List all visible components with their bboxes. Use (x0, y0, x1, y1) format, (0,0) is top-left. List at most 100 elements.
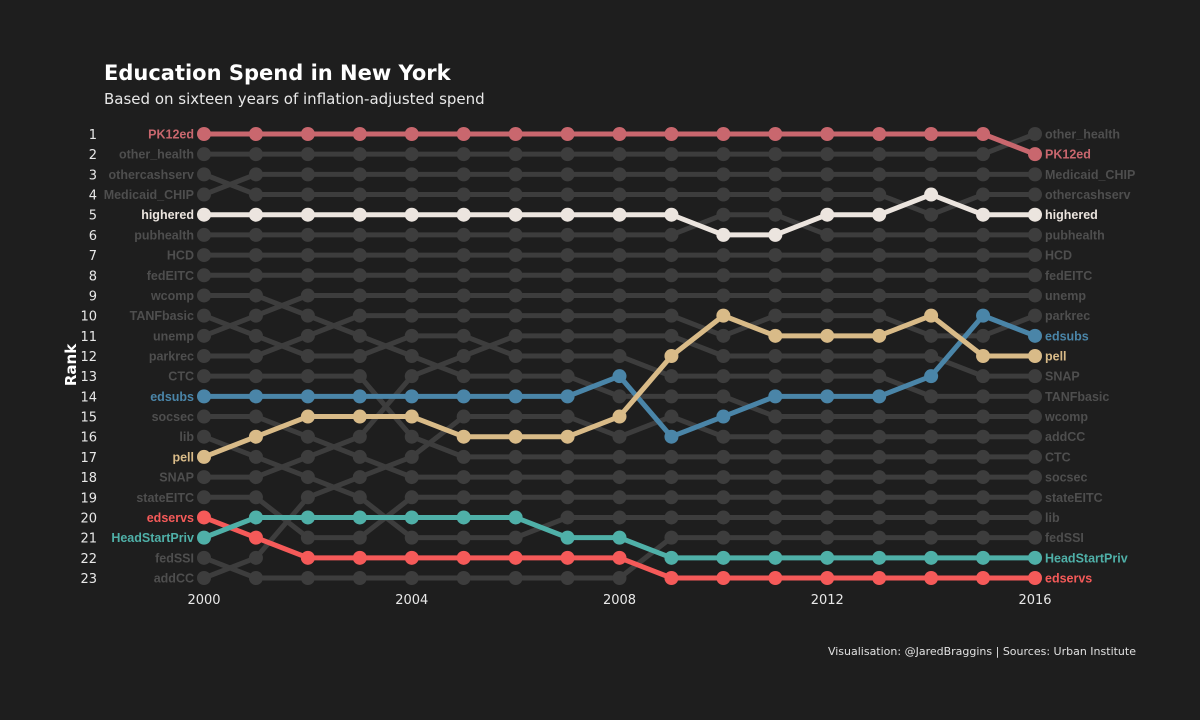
background-point-wcomp (456, 369, 471, 384)
background-point-othercashserv (300, 187, 315, 202)
background-point-ctc (924, 449, 939, 464)
background-point-fedeitc (508, 268, 523, 283)
background-point-fedeitc (352, 268, 367, 283)
background-point-othercashserv (1028, 187, 1042, 202)
start-label-other-health: other_health (119, 148, 194, 162)
series-point-headstartpriv (664, 550, 679, 565)
background-point-fedssi (197, 550, 211, 565)
background-point-unemp (1028, 288, 1042, 303)
background-point-wcomp (300, 308, 315, 323)
start-label-medicaid-chip: Medicaid_CHIP (104, 188, 194, 202)
series-point-headstartpriv (300, 510, 315, 525)
background-point-medicaid-chip (404, 167, 419, 182)
start-label-edservs: edservs (147, 511, 194, 525)
series-point-pk12ed (352, 127, 367, 141)
series-point-headstartpriv (1028, 550, 1042, 565)
end-label-highered: highered (1045, 208, 1098, 222)
background-point-lib (560, 510, 575, 525)
background-point-stateeitc (404, 490, 419, 505)
background-point-hcd (820, 248, 835, 263)
background-point-stateeitc (352, 530, 367, 545)
series-point-edservs (248, 530, 263, 545)
background-point-socsec (664, 470, 679, 485)
background-point-addcc (820, 429, 835, 444)
background-point-parkrec (456, 308, 471, 323)
background-point-stateeitc (768, 490, 783, 505)
background-point-othercashserv (820, 187, 835, 202)
background-point-wcomp (352, 328, 367, 343)
series-point-highered (716, 227, 731, 242)
background-point-othercashserv (716, 187, 731, 202)
series-point-pk12ed (508, 127, 523, 141)
background-point-medicaid-chip (300, 167, 315, 182)
background-point-unemp (197, 328, 211, 343)
background-point-fedeitc (664, 268, 679, 283)
start-labels: PK12ed other_health othercashserv Medicaid_… (104, 128, 195, 586)
series-point-pell (716, 308, 731, 323)
rank-tick-4: 4 (89, 189, 97, 204)
series-point-edservs (820, 571, 835, 585)
series-point-edservs (300, 550, 315, 565)
background-point-parkrec (872, 308, 887, 323)
start-label-addcc: addCC (154, 572, 194, 586)
background-point-fedssi (456, 571, 471, 585)
background-point-ctc (300, 369, 315, 384)
background-point-snap (404, 369, 419, 384)
series-point-edsubs (352, 389, 367, 404)
background-point-fedeitc (716, 268, 731, 283)
series-point-pk12ed (768, 127, 783, 141)
background-series (197, 127, 1042, 585)
series-point-pk12ed (924, 127, 939, 141)
background-point-wcomp (197, 288, 211, 303)
end-labels: other_health PK12ed Medicaid_CHIP othercash… (1044, 128, 1135, 586)
background-point-addcc (508, 409, 523, 424)
background-point-tanfbasic (404, 328, 419, 343)
background-point-fedeitc (404, 268, 419, 283)
background-point-tanfbasic (560, 349, 575, 363)
background-point-parkrec (300, 328, 315, 343)
background-point-unemp (352, 288, 367, 303)
chart-caption: Visualisation: @JaredBraggins | Sources:… (828, 645, 1136, 658)
background-point-lib (508, 530, 523, 545)
background-point-hcd (197, 248, 211, 263)
background-point-wcomp (820, 409, 835, 424)
background-point-pubhealth (404, 227, 419, 242)
background-point-lib (300, 470, 315, 485)
background-point-snap (560, 328, 575, 343)
background-point-stateeitc (924, 490, 939, 505)
background-point-addcc (404, 449, 419, 464)
series-point-pell (352, 409, 367, 424)
rank-tick-2: 2 (89, 148, 97, 163)
year-tick-2004: 2004 (395, 593, 428, 608)
background-point-lib (716, 510, 731, 525)
background-point-stateeitc (508, 490, 523, 505)
series-point-pk12ed (872, 127, 887, 141)
background-point-fedssi (768, 530, 783, 545)
background-point-hcd (612, 248, 627, 263)
series-point-edservs (664, 571, 679, 585)
series-point-edsubs (976, 308, 991, 323)
background-point-medicaid-chip (612, 167, 627, 182)
background-point-tanfbasic (716, 369, 731, 384)
background-point-pubhealth (768, 207, 783, 222)
background-point-tanfbasic (352, 349, 367, 363)
background-point-ctc (768, 449, 783, 464)
background-point-medicaid-chip (664, 167, 679, 182)
background-point-lib (248, 449, 263, 464)
background-point-snap (716, 349, 731, 363)
end-label-medicaid-chip: Medicaid_CHIP (1045, 168, 1135, 182)
background-point-pubhealth (560, 227, 575, 242)
background-point-stateeitc (560, 490, 575, 505)
series-point-edsubs (248, 389, 263, 404)
background-point-snap (352, 429, 367, 444)
background-point-fedssi (872, 530, 887, 545)
background-point-hcd (300, 248, 315, 263)
series-point-headstartpriv (352, 510, 367, 525)
series-point-headstartpriv (976, 550, 991, 565)
background-point-addcc (924, 429, 939, 444)
background-point-lib (976, 510, 991, 525)
background-point-unemp (560, 288, 575, 303)
background-point-unemp (300, 288, 315, 303)
background-point-wcomp (1028, 409, 1042, 424)
